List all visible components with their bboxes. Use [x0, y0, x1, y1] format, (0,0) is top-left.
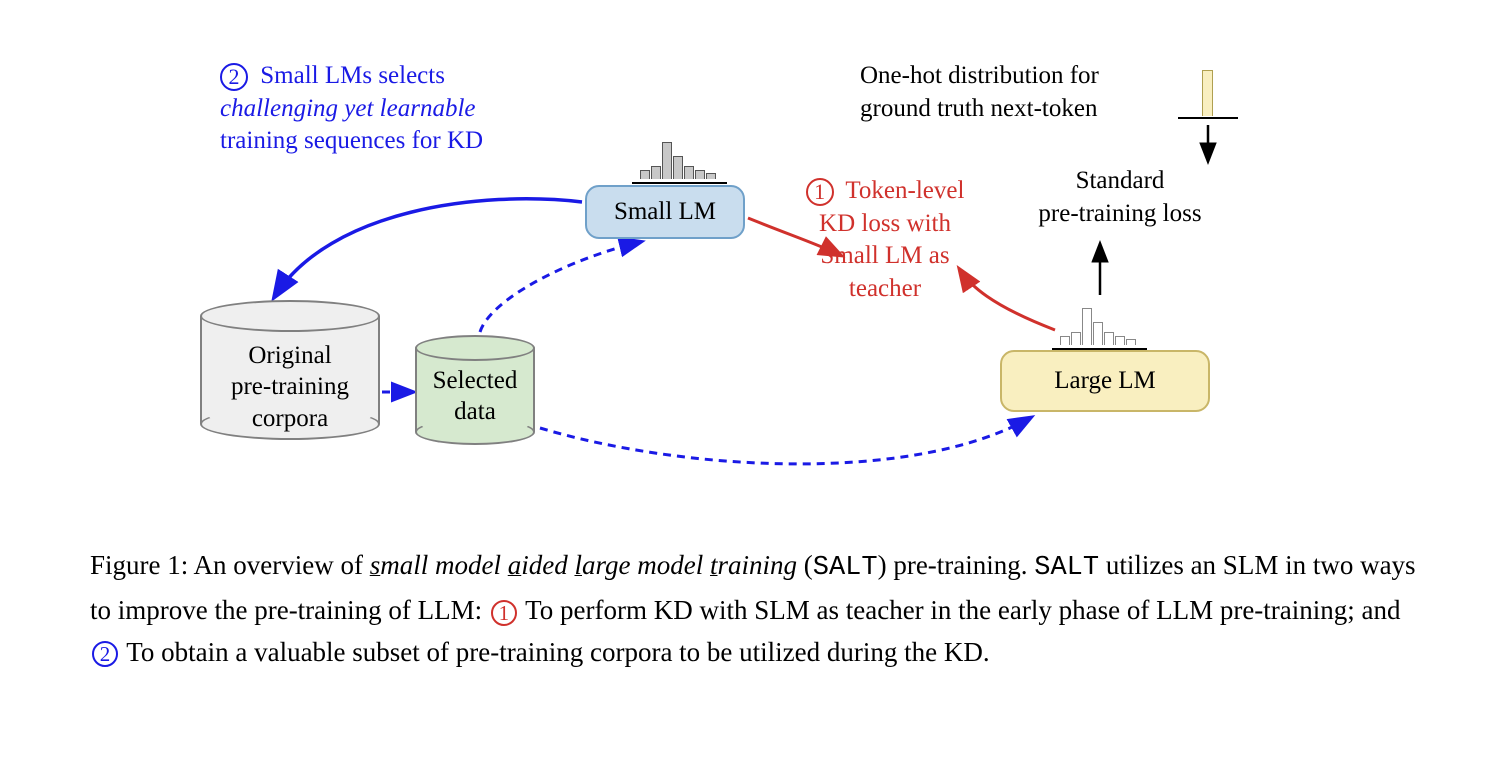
caption-fig-label: Figure 1:: [90, 550, 188, 580]
small-lm-node: Small LM: [585, 185, 745, 239]
cyl-selected-line2: data: [454, 398, 496, 425]
circled-1-icon: 1: [806, 178, 834, 206]
onehot-dist-axis: [1178, 117, 1238, 119]
label-onehot: One-hot distribution for ground truth ne…: [860, 60, 1180, 125]
cyl-original-line1: Original: [248, 342, 331, 369]
large-lm-node: Large LM: [1000, 350, 1210, 412]
cyl-selected-line1: Selected: [433, 367, 518, 394]
caption-intro2: pre-training.: [887, 550, 1035, 580]
caption-s: s: [370, 550, 381, 580]
arrow-selected-to-smalllm: [480, 242, 640, 332]
caption-t: t: [710, 550, 718, 580]
caption-training: raining: [718, 550, 798, 580]
caption-text2: To obtain a valuable subset of pre-train…: [120, 637, 990, 667]
caption-large: arge model: [582, 550, 710, 580]
label-step1-line3: Small LM as: [820, 242, 949, 269]
small-lm-dist-axis: [632, 182, 727, 184]
caption-text1: To perform KD with SLM as teacher in the…: [519, 595, 1401, 625]
caption-salt-mono1: SALT: [813, 553, 878, 583]
small-lm-label: Small LM: [614, 198, 716, 226]
cylinder-selected-data: Selected data: [415, 335, 535, 445]
caption-l: l: [574, 550, 582, 580]
label-standard-loss: Standard pre-training loss: [1010, 165, 1230, 230]
label-step1-line1: Token-level: [845, 177, 964, 204]
label-standard-line1: Standard: [1076, 167, 1165, 194]
cyl-original-line3: corpora: [252, 405, 328, 432]
label-step2-line2: challenging yet learnable: [220, 95, 475, 122]
label-step1-line2: KD loss with: [819, 210, 951, 237]
caption-circled-2-icon: 2: [92, 641, 118, 667]
cyl-original-line2: pre-training: [231, 373, 349, 400]
cylinder-original-corpora: Original pre-training corpora: [200, 300, 380, 440]
salt-diagram: Original pre-training corpora Selected d…: [180, 70, 1360, 510]
caption-salt-mono2: SALT: [1034, 553, 1099, 583]
circled-2-icon: 2: [220, 63, 248, 91]
label-onehot-line2: ground truth next-token: [860, 95, 1097, 122]
small-lm-distribution-icon: [640, 142, 716, 179]
large-lm-dist-axis: [1052, 348, 1147, 350]
label-step2-line3: training sequences for KD: [220, 127, 483, 154]
figure-caption: Figure 1: An overview of small model aid…: [90, 545, 1420, 674]
large-lm-label: Large LM: [1054, 367, 1156, 395]
large-lm-distribution-icon: [1060, 308, 1136, 345]
caption-circled-1-icon: 1: [491, 600, 517, 626]
label-onehot-line1: One-hot distribution for: [860, 62, 1099, 89]
caption-a: a: [508, 550, 522, 580]
label-standard-line2: pre-training loss: [1038, 200, 1201, 227]
label-step1-line4: teacher: [849, 275, 921, 302]
label-step1: 1 Token-level KD loss with Small LM as t…: [785, 175, 985, 305]
onehot-distribution-icon: [1202, 70, 1213, 116]
caption-aided: ided: [521, 550, 574, 580]
caption-small: mall model: [380, 550, 508, 580]
label-step2-line1: Small LMs selects: [260, 62, 445, 89]
arrow-selected-to-largelm: [540, 418, 1030, 464]
caption-intro: An overview of: [194, 550, 370, 580]
label-step2: 2 Small LMs selects challenging yet lear…: [220, 60, 560, 158]
